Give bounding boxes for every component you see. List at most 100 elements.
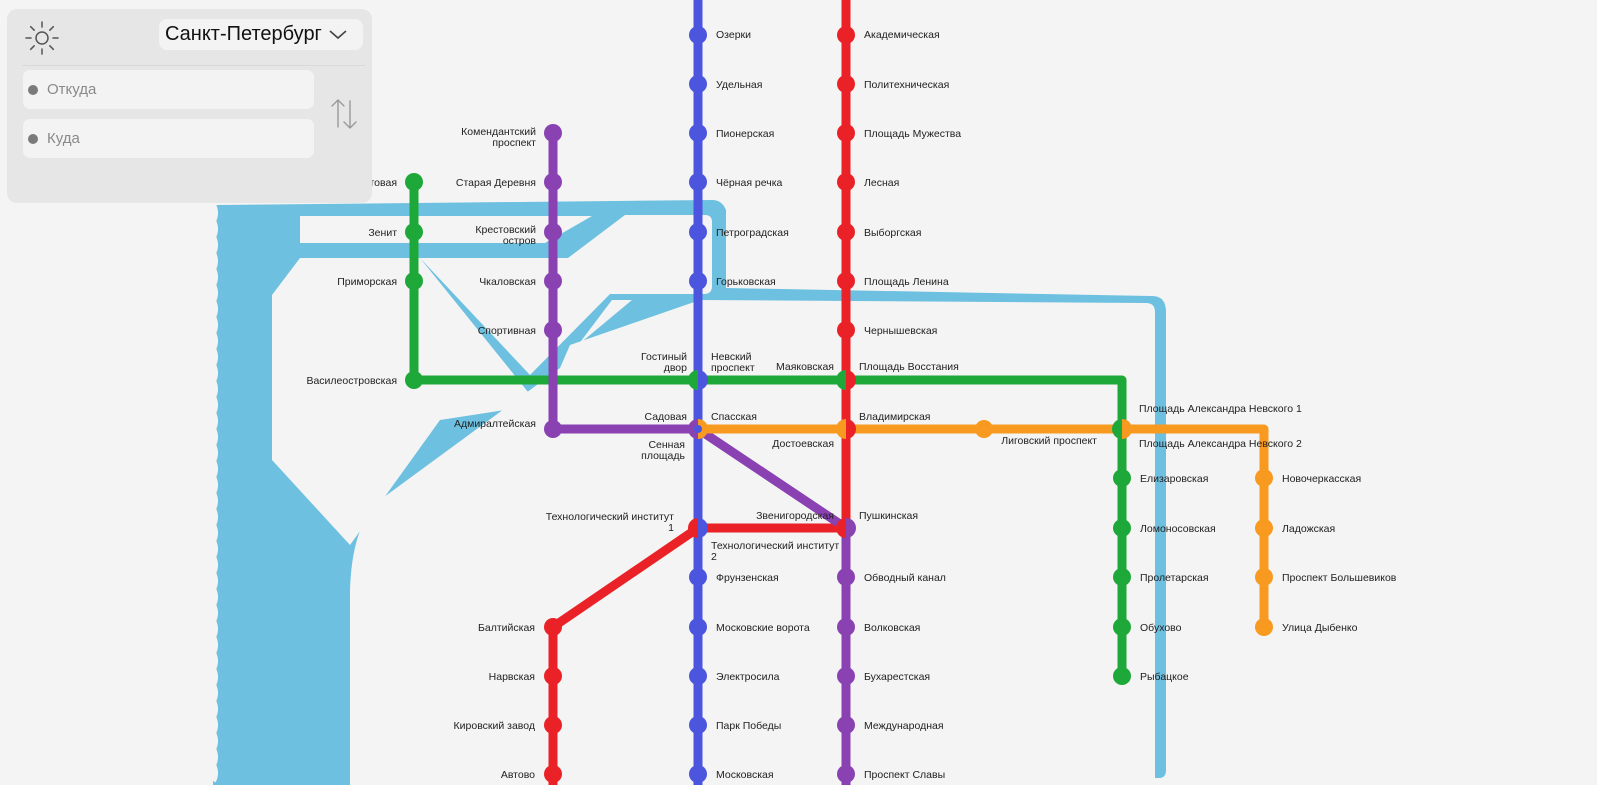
station-politekhnicheskaya[interactable]: [837, 75, 855, 93]
station-frunzenskaya[interactable]: [689, 568, 707, 586]
station-ulitsa-dybenko[interactable]: [1255, 618, 1273, 636]
label-prospekt-slavy: Проспект Славы: [864, 769, 945, 781]
sun-icon[interactable]: [24, 20, 60, 56]
station-komendantsky-prospekt[interactable]: [544, 124, 562, 142]
station-vladimirskaya-dostoevskaya[interactable]: [836, 419, 856, 439]
station-lesnaya[interactable]: [837, 173, 855, 191]
station-ploshchad-lenina[interactable]: [837, 272, 855, 290]
label-ulitsa-dybenko: Улица Дыбенко: [1282, 622, 1358, 634]
station-pl-alexandra-nevskogo[interactable]: [1112, 419, 1132, 439]
label-petrogradskaya: Петроградская: [716, 227, 789, 239]
station-baltiyskaya[interactable]: [544, 618, 562, 636]
station-prospekt-slavy[interactable]: [837, 765, 855, 783]
station-lomonosovskaya[interactable]: [1113, 519, 1131, 537]
label-admiralteyskaya: Адмиралтейская: [454, 418, 536, 430]
island-3: [420, 215, 712, 375]
river-bank-edge: [209, 203, 218, 783]
station-nevsky-gostiny[interactable]: [688, 370, 708, 390]
label-komendantsky-prospekt: Комендантский проспект: [461, 126, 536, 149]
label-pl-al-nevskogo-1: Площадь Александра Невского 1: [1139, 403, 1302, 415]
label-udelnaya: Удельная: [716, 79, 762, 91]
label-bukharestskaya: Бухарестская: [864, 671, 930, 683]
station-chernyshevskaya[interactable]: [837, 321, 855, 339]
label-gorkovskaya: Горьковская: [716, 276, 776, 288]
station-staraya-derevnya[interactable]: [544, 173, 562, 191]
station-avtovo[interactable]: [544, 765, 562, 783]
station-akademicheskaya[interactable]: [837, 26, 855, 44]
station-tekhnologichesky-institut[interactable]: [688, 518, 708, 538]
station-labels: Озерки Удельная Пионерская Чёрная речка …: [306, 29, 1396, 781]
station-moskovskie-vorota[interactable]: [689, 618, 707, 636]
station-ozerki[interactable]: [689, 26, 707, 44]
to-field[interactable]: [23, 119, 314, 158]
label-mayakovskaya: Маяковская: [776, 361, 834, 373]
station-vyborgskaya[interactable]: [837, 223, 855, 241]
label-pionerskaya: Пионерская: [716, 128, 774, 140]
label-tekhnologichesky-2: Технологический институт 2: [711, 540, 839, 563]
island-1: [300, 216, 592, 243]
station-elizarovskaya[interactable]: [1113, 469, 1131, 487]
from-input[interactable]: [47, 81, 277, 98]
label-krestovsky-ostrov: Крестовский остров: [475, 224, 536, 247]
label-narvskaya: Нарвская: [489, 671, 535, 683]
label-lomonosovskaya: Ломоносовская: [1140, 523, 1216, 535]
station-sennaya-sadovaya-spasskaya[interactable]: [688, 419, 708, 439]
station-proletarskaya[interactable]: [1113, 568, 1131, 586]
station-obukhovo[interactable]: [1113, 618, 1131, 636]
station-chernaya-rechka[interactable]: [689, 173, 707, 191]
station-primorskaya[interactable]: [405, 272, 423, 290]
label-akademicheskaya: Академическая: [864, 29, 940, 41]
station-zenit[interactable]: [405, 223, 423, 241]
station-sportivnaya[interactable]: [544, 321, 562, 339]
station-pionerskaya[interactable]: [689, 124, 707, 142]
from-dot-icon: [28, 84, 38, 95]
to-dot-icon: [28, 133, 38, 144]
swap-arrows-icon[interactable]: [329, 97, 359, 131]
station-obvodny-kanal[interactable]: [837, 568, 855, 586]
label-avtovo: Автово: [501, 769, 535, 781]
city-select[interactable]: Санкт-Петербург: [159, 19, 363, 50]
station-prospekt-bolshevikov[interactable]: [1255, 568, 1273, 586]
label-elizarovskaya: Елизаровская: [1140, 473, 1208, 485]
label-kirovsky-zavod: Кировский завод: [454, 720, 535, 732]
station-begovaya[interactable]: [405, 173, 423, 191]
label-gostiny-dvor: Гостиный двор: [641, 351, 687, 374]
station-udelnaya[interactable]: [689, 75, 707, 93]
station-gorkovskaya[interactable]: [689, 272, 707, 290]
station-chkalovskaya[interactable]: [544, 272, 562, 290]
station-pushkinskaya-zvenigorodskaya[interactable]: [836, 518, 856, 538]
station-ladozhskaya[interactable]: [1255, 519, 1273, 537]
station-mayakovskaya-vosstaniya[interactable]: [836, 370, 856, 390]
label-ploshchad-muzhestva: Площадь Мужества: [864, 128, 961, 140]
label-ploshchad-lenina: Площадь Ленина: [864, 276, 949, 288]
metro-lines: [409, 0, 1269, 785]
from-field[interactable]: [23, 70, 314, 109]
station-novocherkasskaya[interactable]: [1255, 469, 1273, 487]
station-ploshchad-muzhestva[interactable]: [837, 124, 855, 142]
station-narvskaya[interactable]: [544, 667, 562, 685]
station-ligovsky-prospekt[interactable]: [975, 420, 993, 438]
to-input[interactable]: [47, 130, 277, 147]
station-krestovsky-ostrov[interactable]: [544, 223, 562, 241]
station-bukharestskaya[interactable]: [837, 667, 855, 685]
station-moskovskaya[interactable]: [689, 765, 707, 783]
station-rybatskoye[interactable]: [1113, 667, 1131, 685]
line-orange: [698, 424, 1269, 627]
station-petrogradskaya[interactable]: [689, 223, 707, 241]
station-mezhdunarodnaya[interactable]: [837, 716, 855, 734]
label-vasileostrovskaya: Василеостровская: [306, 375, 397, 387]
label-volkovskaya: Волковская: [864, 622, 920, 634]
panel-divider: [22, 65, 365, 66]
station-volkovskaya[interactable]: [837, 618, 855, 636]
stations[interactable]: [405, 26, 1273, 783]
station-vasileostrovskaya[interactable]: [405, 371, 423, 389]
label-obvodny-kanal: Обводный канал: [864, 572, 946, 584]
label-ladozhskaya: Ладожская: [1282, 523, 1335, 535]
label-staraya-derevnya: Старая Деревня: [456, 177, 536, 189]
station-admiralteyskaya[interactable]: [544, 420, 562, 438]
station-elektrosila[interactable]: [689, 667, 707, 685]
station-kirovsky-zavod[interactable]: [544, 716, 562, 734]
label-zenit: Зенит: [368, 227, 397, 239]
station-park-pobedy[interactable]: [689, 716, 707, 734]
